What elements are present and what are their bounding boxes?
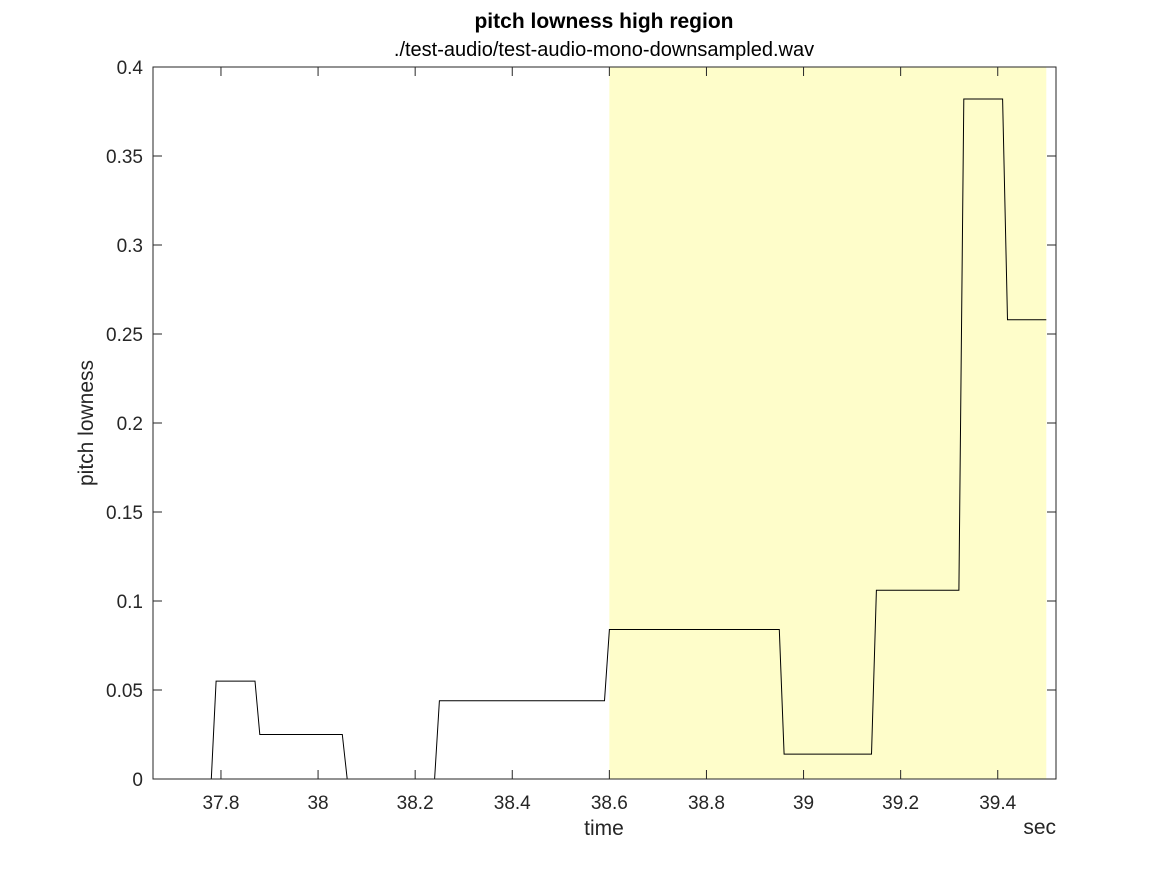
- x-tick-label: 38.4: [494, 793, 531, 814]
- y-axis-label: pitch lowness: [75, 360, 98, 486]
- y-tick-label: 0.4: [117, 58, 144, 79]
- y-tick-labels: 0 0.05 0.1 0.15 0.2 0.25 0.3 0.35 0.4: [106, 58, 143, 791]
- series-line: [172, 98, 1047, 780]
- y-tick-label: 0.25: [106, 325, 143, 346]
- y-tick-label: 0.35: [106, 147, 143, 168]
- x-tick-labels: 37.8 38 38.2 38.4 38.6 38.8 39 39.2 39.4: [202, 793, 1016, 814]
- x-tick-label: 38.6: [591, 793, 628, 814]
- y-tick-label: 0.1: [117, 592, 143, 613]
- y-tick-label: 0.15: [106, 503, 143, 524]
- plot-area-border: [152, 66, 1057, 780]
- y-tick-label: 0: [132, 770, 143, 791]
- x-tick-label: 38.8: [688, 793, 725, 814]
- y-tick-label: 0.05: [106, 681, 143, 702]
- x-axis-unit: sec: [1023, 816, 1056, 839]
- x-tick-label: 39: [793, 793, 814, 814]
- tick-marks: [153, 66, 1056, 780]
- x-tick-label: 39.4: [979, 793, 1016, 814]
- chart-title: pitch lowness high region: [474, 10, 733, 33]
- y-tick-label: 0.3: [117, 236, 143, 257]
- chart-subtitle: ./test-audio/test-audio-mono-downsampled…: [394, 39, 814, 61]
- x-tick-label: 39.2: [882, 793, 919, 814]
- x-tick-label: 38.2: [397, 793, 434, 814]
- x-axis-label: time: [584, 817, 624, 840]
- x-tick-label: 37.8: [202, 793, 239, 814]
- y-tick-label: 0.2: [117, 414, 143, 435]
- highlight-region: [609, 67, 1047, 779]
- x-tick-label: 38: [307, 793, 328, 814]
